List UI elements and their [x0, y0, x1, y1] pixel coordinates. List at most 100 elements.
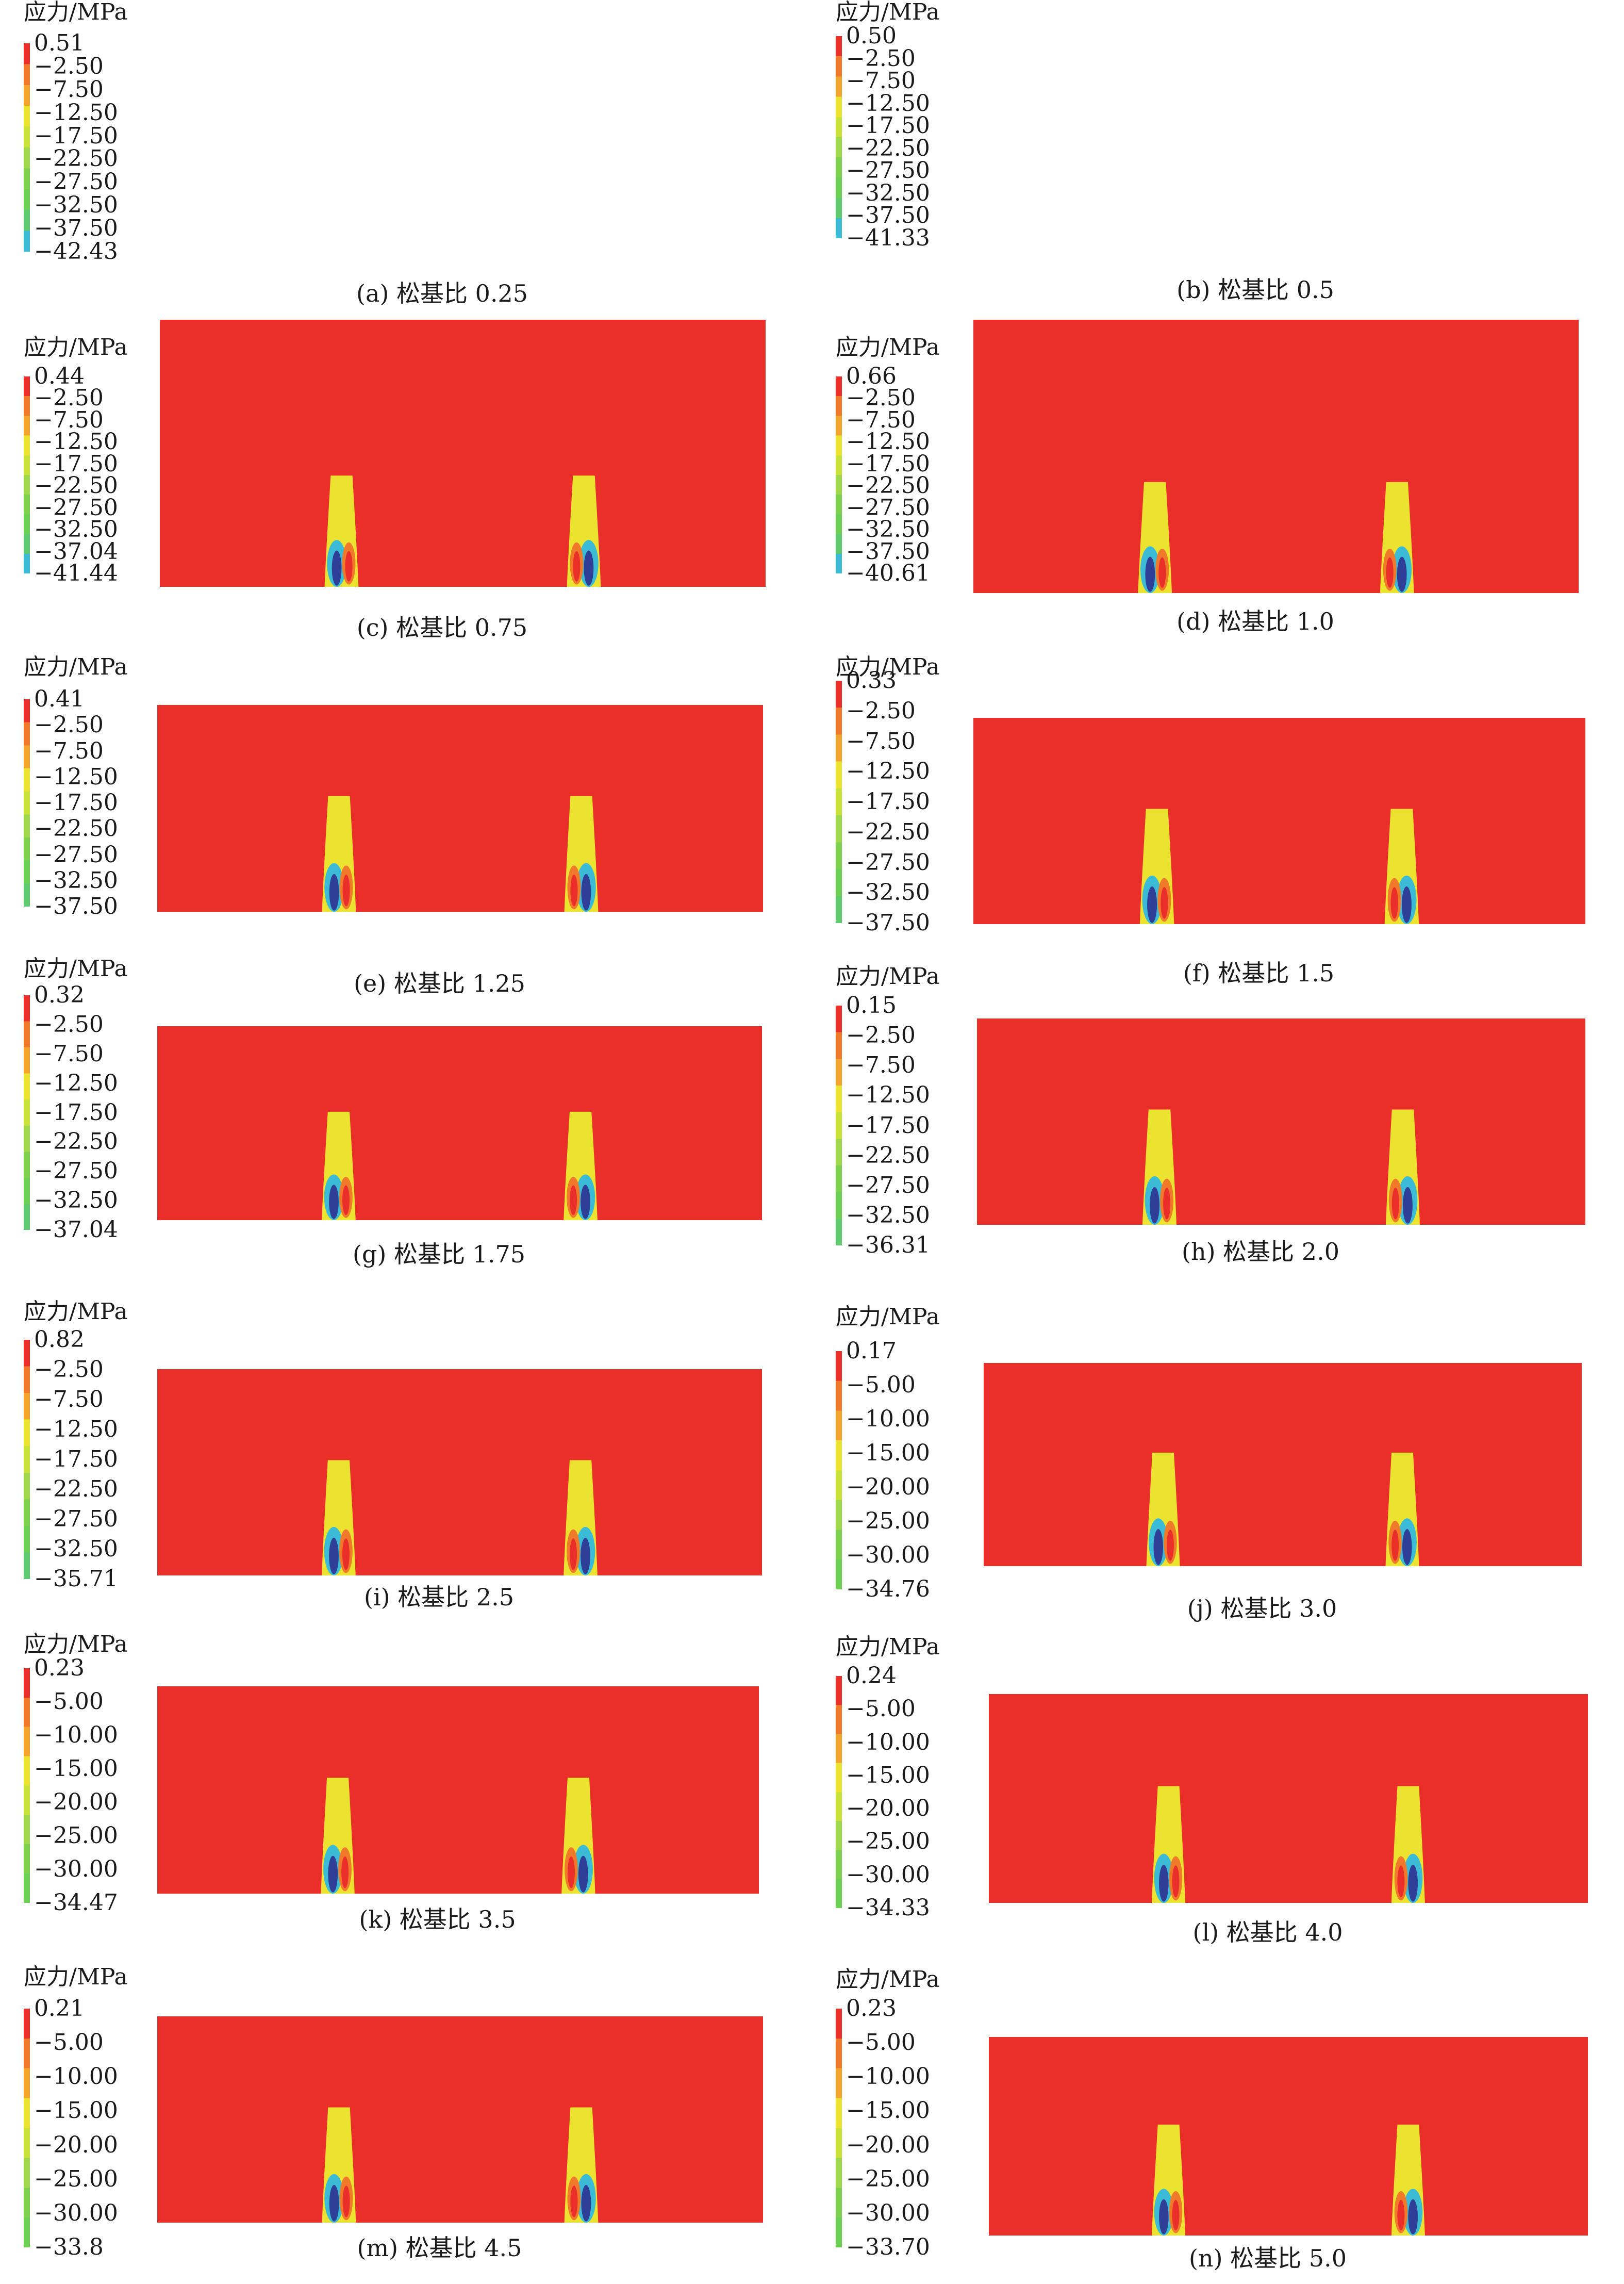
pillar-stress-zone — [1391, 2124, 1425, 2236]
colorbar-unit-label: 应力/MPa — [836, 1634, 940, 1660]
colorbar-tick-label: −17.50 — [846, 788, 930, 815]
panel-caption: (d) 松基比 1.0 — [1176, 607, 1334, 635]
stress-contour-plot — [157, 1369, 762, 1575]
colorbar-tick-label: −12.50 — [846, 1082, 930, 1109]
colorbar-unit-label: 应力/MPa — [836, 1304, 940, 1330]
stress-band — [989, 1694, 1588, 1903]
colorbar-tick-label: −27.50 — [34, 1506, 118, 1532]
colorbar — [24, 699, 30, 907]
colorbar-tick-label: 0.50 — [846, 23, 897, 49]
stress-band — [160, 388, 766, 587]
colorbar-tick-label: −36.31 — [846, 1232, 930, 1258]
colorbar-tick-label: −34.33 — [846, 1895, 930, 1921]
pillar-stress-zone — [564, 2107, 599, 2223]
panel-caption: (m) 松基比 4.5 — [357, 2234, 522, 2262]
colorbar-tick-label: −37.50 — [846, 202, 930, 229]
colorbar-tick-label: −2.50 — [846, 697, 916, 724]
colorbar-tick-label: −22.50 — [34, 1128, 118, 1155]
colorbar-tick-label: −37.50 — [34, 215, 118, 242]
colorbar-tick-label: −17.50 — [846, 112, 930, 139]
colorbar-tick-label: −37.04 — [34, 1217, 118, 1243]
stress-contour-plot — [157, 2016, 763, 2223]
pillar-stress-zone — [322, 1460, 356, 1575]
panel-caption: (f) 松基比 1.5 — [1183, 959, 1335, 987]
colorbar — [24, 2009, 30, 2247]
colorbar-tick-label: −37.50 — [846, 910, 930, 936]
pillar-stress-zone — [564, 1460, 598, 1575]
colorbar-unit-label: 应力/MPa — [836, 654, 940, 680]
stress-contour-plot — [977, 1018, 1585, 1225]
colorbar-tick-label: −27.50 — [846, 849, 930, 876]
stress-band — [157, 1369, 762, 1575]
colorbar-tick-label: −15.00 — [846, 1762, 930, 1788]
pillar-stress-zone — [1139, 809, 1174, 924]
colorbar-tick-label: −17.50 — [34, 790, 118, 816]
colorbar-tick-label: 0.21 — [34, 1995, 85, 2022]
colorbar-tick-label: −22.50 — [846, 472, 930, 499]
colorbar-tick-label: −22.50 — [846, 818, 930, 845]
colorbar-tick-label: −25.00 — [34, 2165, 118, 2192]
colorbar-tick-label: −40.61 — [846, 560, 930, 586]
stress-band — [977, 1018, 1585, 1225]
colorbar-tick-label: −7.50 — [846, 728, 916, 754]
pillar-stress-zone — [1152, 1786, 1186, 1903]
colorbar-tick-label: −17.50 — [34, 450, 118, 477]
colorbar-tick-label: −2.50 — [34, 712, 104, 738]
colorbar — [836, 681, 842, 923]
stress-contour-plot — [989, 2037, 1588, 2236]
colorbar-tick-label: −20.00 — [846, 1795, 930, 1822]
panel-caption: (e) 松基比 1.25 — [354, 970, 525, 997]
colorbar-tick-label: −32.50 — [34, 192, 118, 219]
colorbar-tick-label: 0.44 — [34, 363, 85, 389]
colorbar-tick-label: −5.00 — [34, 1688, 104, 1715]
colorbar-tick-label: −5.00 — [846, 1372, 916, 1398]
colorbar-tick-label: −32.50 — [34, 516, 118, 543]
colorbar-tick-label: 0.17 — [846, 1338, 897, 1364]
colorbar-tick-label: −10.00 — [846, 1729, 930, 1755]
colorbar-tick-label: −10.00 — [34, 2063, 118, 2090]
colorbar-tick-label: −12.50 — [846, 90, 930, 117]
stress-band — [157, 1026, 762, 1220]
colorbar-tick-label: −22.50 — [34, 1476, 118, 1502]
colorbar-tick-label: −32.50 — [846, 179, 930, 206]
pillar-stress-zone — [1142, 1109, 1177, 1225]
colorbar-tick-label: −22.50 — [34, 815, 118, 842]
colorbar-tick-label: −17.50 — [846, 1112, 930, 1139]
colorbar-tick-label: −32.50 — [846, 516, 930, 543]
colorbar — [836, 36, 842, 238]
colorbar — [24, 995, 30, 1230]
colorbar-tick-label: −7.50 — [34, 1386, 104, 1412]
panel-caption: (g) 松基比 1.75 — [352, 1240, 526, 1268]
colorbar-tick-label: −12.50 — [34, 99, 118, 126]
colorbar — [836, 1006, 842, 1245]
colorbar — [24, 43, 30, 252]
colorbar-tick-label: −2.50 — [846, 1022, 916, 1049]
pillar-stress-zone — [1380, 482, 1414, 593]
pillar-stress-zone — [567, 475, 601, 587]
colorbar-tick-label: −7.50 — [34, 1040, 104, 1067]
colorbar-tick-label: −33.70 — [846, 2234, 930, 2260]
colorbar-tick-label: −2.50 — [34, 385, 104, 412]
colorbar-unit-label: 应力/MPa — [24, 1299, 128, 1325]
colorbar-tick-label: −7.50 — [846, 406, 916, 433]
colorbar-tick-label: −20.00 — [34, 2131, 118, 2158]
pillar-stress-zone — [1146, 1452, 1180, 1566]
colorbar-tick-label: −27.50 — [34, 169, 118, 195]
colorbar-tick-label: −20.00 — [846, 1474, 930, 1500]
stress-contour-plot — [157, 1686, 759, 1894]
colorbar-tick-label: 0.66 — [846, 363, 897, 389]
colorbar-tick-label: −25.00 — [846, 1828, 930, 1855]
colorbar-tick-label: −15.00 — [34, 1755, 118, 1782]
colorbar-unit-label: 应力/MPa — [836, 1966, 940, 1993]
panel-caption: (k) 松基比 3.5 — [359, 1905, 516, 1933]
colorbar-tick-label: −5.00 — [34, 2029, 104, 2056]
stress-band — [984, 1363, 1582, 1566]
colorbar-tick-label: −2.50 — [846, 385, 916, 412]
colorbar — [24, 1668, 30, 1903]
panel-caption: (b) 松基比 0.5 — [1176, 276, 1334, 304]
colorbar-unit-label: 应力/MPa — [24, 1964, 128, 1990]
colorbar-tick-label: 0.51 — [34, 30, 85, 56]
colorbar-tick-label: −12.50 — [34, 763, 118, 790]
colorbar-tick-label: −15.00 — [846, 2097, 930, 2124]
stress-band — [157, 1686, 759, 1894]
